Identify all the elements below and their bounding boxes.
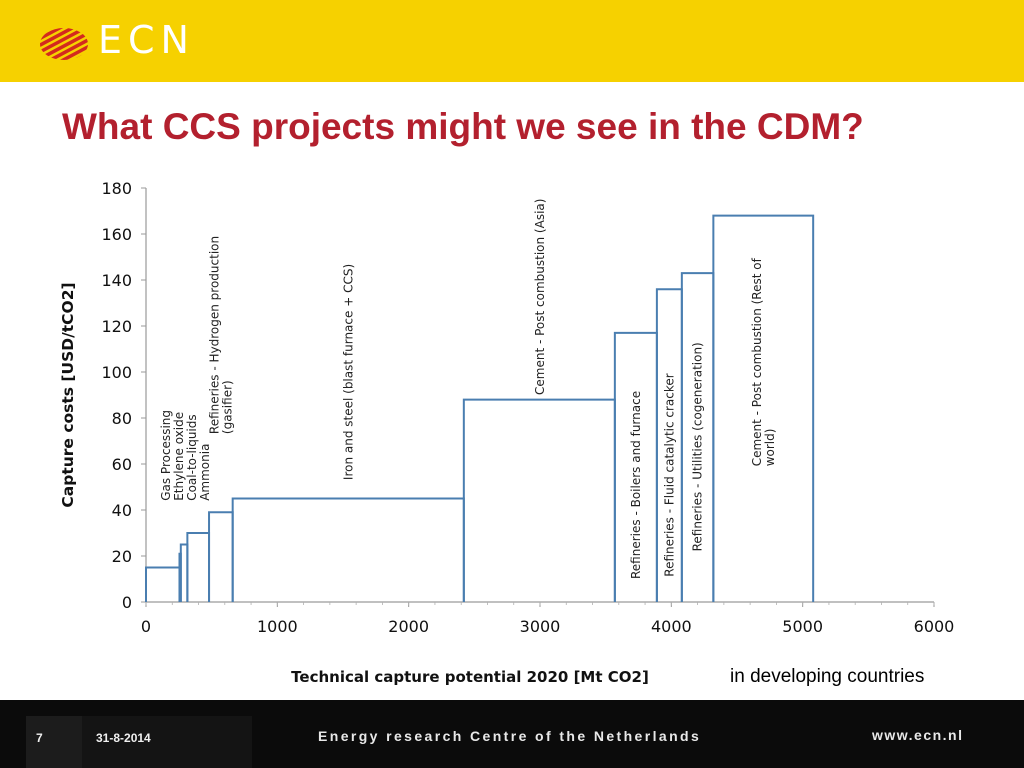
footer-url: www.ecn.nl bbox=[872, 727, 964, 743]
step-bar bbox=[712, 214, 815, 602]
chart-caption: in developing countries bbox=[730, 666, 925, 687]
bar-label: world) bbox=[763, 429, 777, 467]
page-title: What CCS projects might we see in the CD… bbox=[62, 106, 864, 147]
x-tick-label: 4000 bbox=[651, 617, 692, 636]
bar-label: Refineries - Utilities (cogeneration) bbox=[691, 342, 705, 551]
x-tick-label: 2000 bbox=[388, 617, 429, 636]
bar-label: (gasifier) bbox=[220, 380, 234, 434]
logo-stripe bbox=[40, 34, 88, 60]
footer-date: 31-8-2014 bbox=[96, 731, 151, 745]
x-tick-label: 6000 bbox=[914, 617, 955, 636]
x-tick-label: 5000 bbox=[782, 617, 823, 636]
y-tick-label: 100 bbox=[101, 363, 132, 382]
header-bar: ECN bbox=[0, 0, 1024, 82]
bar-label: Ethylene oxide bbox=[172, 412, 186, 501]
step-bar bbox=[231, 497, 465, 602]
bar-label: Refineries - Fluid catalytic cracker bbox=[662, 373, 676, 576]
y-tick-label: 80 bbox=[112, 409, 132, 428]
bar-label: Cement - Post combustion (Asia) bbox=[533, 199, 547, 395]
footer-organization: Energy research Centre of the Netherland… bbox=[318, 728, 702, 744]
logo-stripe bbox=[40, 28, 88, 55]
capture-cost-chart: 0 20 40 60 80 100 120 140 160 180 0 1000 2000 3000 400… bbox=[59, 179, 954, 686]
date-box bbox=[82, 716, 252, 768]
x-tick-label: 0 bbox=[141, 617, 151, 636]
y-tick-label: 160 bbox=[101, 225, 132, 244]
bar-label: Refineries - Boilers and furnace bbox=[629, 391, 643, 579]
plot-area: 0 20 40 60 80 100 120 140 160 180 0 1000 2000 3000 400… bbox=[59, 179, 954, 686]
bar-label: Iron and steel (blast furnace + CCS) bbox=[341, 264, 355, 480]
step-bar bbox=[145, 566, 181, 602]
slide-number-box bbox=[26, 716, 82, 768]
y-tick-label: 60 bbox=[112, 455, 132, 474]
ecn-logo: ECN bbox=[36, 18, 206, 66]
y-tick-label: 180 bbox=[101, 179, 132, 198]
bar-label: Ammonia bbox=[198, 444, 212, 501]
y-tick-label: 20 bbox=[112, 547, 132, 566]
step-bar bbox=[186, 532, 211, 602]
x-axis-title: Technical capture potential 2020 [Mt CO2… bbox=[291, 668, 649, 686]
y-tick-label: 0 bbox=[122, 593, 132, 612]
bar-label: Cement - Post combustion (Rest of bbox=[750, 257, 764, 466]
ecn-wordmark: ECN bbox=[98, 18, 195, 62]
y-tick-label: 120 bbox=[101, 317, 132, 336]
bar-label: Refineries - Hydrogen production bbox=[207, 236, 221, 434]
step-bar bbox=[208, 511, 234, 602]
x-tick-label: 1000 bbox=[257, 617, 298, 636]
y-axis-title: Capture costs [USD/tCO2] bbox=[59, 282, 77, 507]
ecn-logo-mark-icon bbox=[40, 28, 88, 60]
step-bar bbox=[462, 398, 616, 602]
y-tick-label: 40 bbox=[112, 501, 132, 520]
bar-label: Gas Processing bbox=[159, 410, 173, 501]
x-tick-label: 3000 bbox=[520, 617, 561, 636]
bar-label: Coal-to-liquids bbox=[185, 414, 199, 500]
slide-number: 7 bbox=[36, 731, 43, 745]
y-tick-label: 140 bbox=[101, 271, 132, 290]
